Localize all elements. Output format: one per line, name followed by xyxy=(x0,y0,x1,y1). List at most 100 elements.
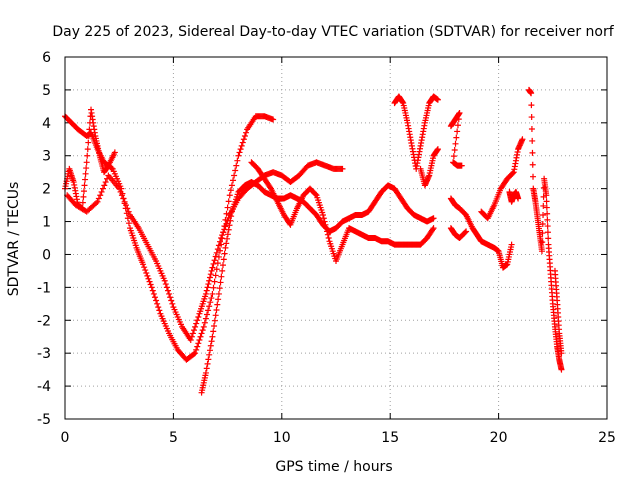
data-point xyxy=(236,149,243,156)
data-point xyxy=(543,204,550,211)
data-point xyxy=(324,231,331,238)
data-point xyxy=(463,228,470,235)
data-point xyxy=(206,347,213,354)
data-point xyxy=(118,192,125,199)
data-point xyxy=(451,146,458,153)
data-point xyxy=(558,366,565,373)
data-point xyxy=(227,217,234,224)
data-point xyxy=(84,146,91,153)
data-point xyxy=(544,216,551,223)
data-point xyxy=(230,177,237,184)
data-point xyxy=(207,271,214,278)
y-tick-label: 1 xyxy=(42,215,51,231)
series-sat-k xyxy=(478,136,526,222)
data-point xyxy=(125,208,132,215)
data-point xyxy=(224,235,231,242)
data-point xyxy=(234,157,241,164)
data-point xyxy=(528,114,535,121)
data-point xyxy=(192,323,199,330)
data-point xyxy=(322,221,329,228)
data-point xyxy=(140,261,147,268)
data-point xyxy=(218,235,225,241)
data-point xyxy=(221,250,228,257)
data-point xyxy=(153,297,160,304)
data-point xyxy=(168,297,175,304)
data-point xyxy=(200,323,207,330)
data-point xyxy=(545,235,552,242)
y-tick-label: -3 xyxy=(37,346,51,362)
data-point xyxy=(212,312,219,319)
series-sat-j xyxy=(447,225,470,241)
data-point xyxy=(452,140,459,147)
y-tick-label: 2 xyxy=(42,182,51,198)
data-point xyxy=(196,337,203,344)
data-point xyxy=(529,137,536,144)
data-point xyxy=(193,320,200,327)
data-point xyxy=(216,285,223,292)
data-point xyxy=(210,284,217,291)
data-point xyxy=(226,192,233,199)
data-point xyxy=(530,173,537,180)
series-sat-d xyxy=(198,179,437,396)
data-point xyxy=(147,281,154,288)
data-point xyxy=(205,281,212,288)
data-point xyxy=(232,167,239,174)
data-point xyxy=(169,300,176,307)
data-point xyxy=(508,241,515,248)
data-point xyxy=(223,240,230,247)
data-point xyxy=(320,215,327,222)
series-sat-i xyxy=(447,195,515,271)
data-point xyxy=(211,323,218,330)
data-point xyxy=(93,200,100,207)
data-point xyxy=(430,225,437,232)
data-point xyxy=(319,211,326,218)
x-axis-label: GPS time / hours xyxy=(275,459,392,475)
data-point xyxy=(529,149,536,156)
data-point xyxy=(204,284,211,291)
data-point xyxy=(79,199,86,206)
data-point xyxy=(225,198,232,205)
data-point xyxy=(187,337,194,344)
data-point xyxy=(195,313,202,320)
data-point xyxy=(210,328,217,335)
data-point xyxy=(146,278,153,285)
data-point xyxy=(167,294,174,301)
series-sat-n xyxy=(551,267,565,357)
data-point xyxy=(111,149,118,156)
data-point xyxy=(321,218,328,225)
data-point xyxy=(122,202,129,209)
data-point xyxy=(453,134,460,141)
data-point xyxy=(544,229,551,236)
y-tick-label: 6 xyxy=(42,50,51,66)
data-point xyxy=(219,262,226,269)
data-point xyxy=(201,319,208,326)
data-point xyxy=(219,267,226,274)
data-point xyxy=(241,132,248,139)
data-point xyxy=(206,274,213,281)
data-point xyxy=(203,287,210,294)
data-point xyxy=(204,360,211,367)
series-sat-g xyxy=(417,146,441,189)
data-point xyxy=(458,162,465,169)
data-point xyxy=(539,221,546,228)
data-point xyxy=(217,238,224,245)
data-point xyxy=(82,176,89,183)
data-point xyxy=(145,275,152,282)
data-point xyxy=(225,226,232,233)
data-point xyxy=(218,273,225,280)
data-point xyxy=(455,116,462,123)
data-point xyxy=(204,311,211,318)
data-point xyxy=(220,256,227,263)
data-point xyxy=(148,284,155,291)
data-point xyxy=(85,132,92,139)
data-point xyxy=(83,165,90,172)
data-point xyxy=(212,272,219,279)
data-point xyxy=(188,333,195,340)
series-sat-e xyxy=(248,159,437,265)
data-point xyxy=(215,290,222,297)
data-point xyxy=(430,215,437,222)
data-point xyxy=(203,365,210,372)
data-point xyxy=(228,213,235,220)
data-point xyxy=(222,223,229,230)
data-point xyxy=(214,246,221,253)
